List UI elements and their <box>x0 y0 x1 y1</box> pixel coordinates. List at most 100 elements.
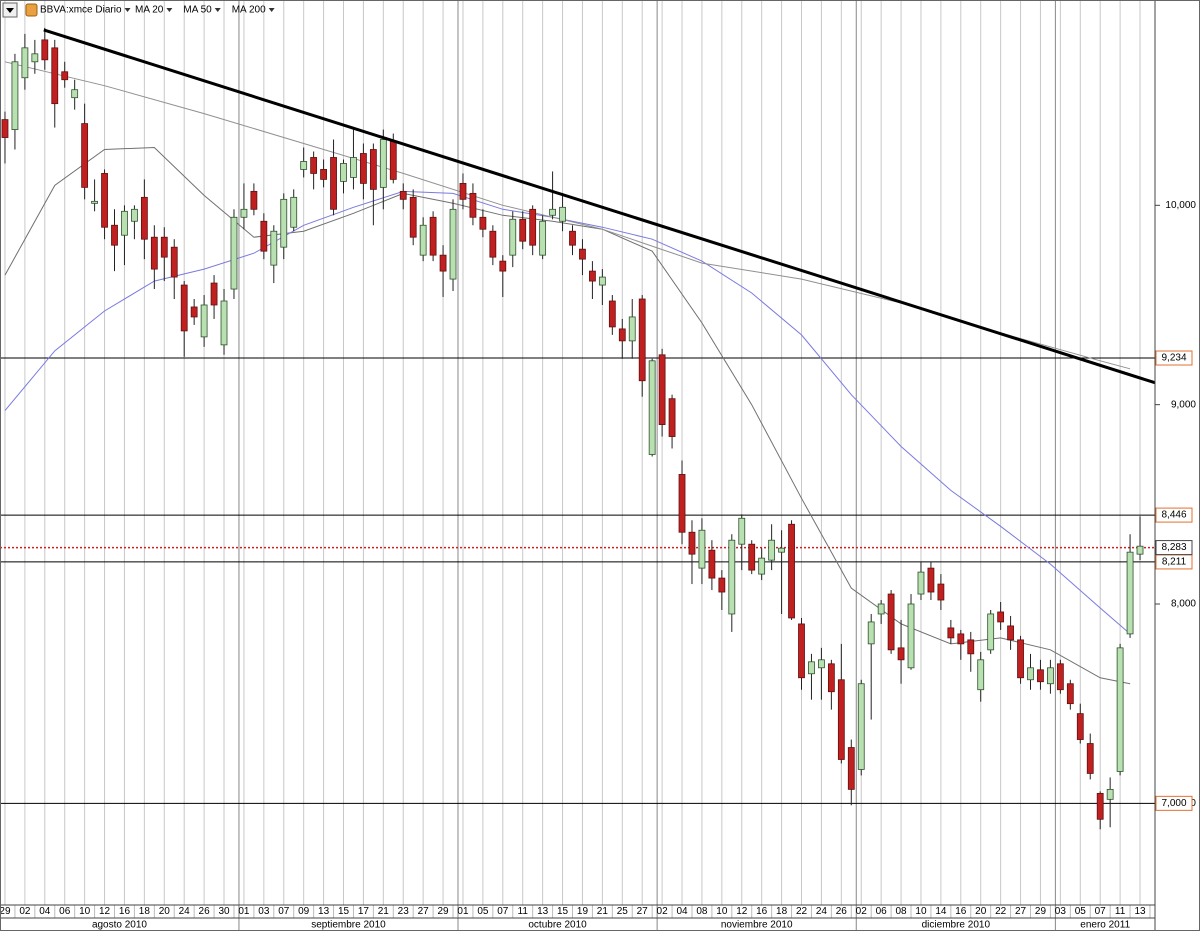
candle-body <box>748 543 756 571</box>
x-tick-label: 15 <box>557 906 569 917</box>
candle-body <box>827 663 835 693</box>
x-tick-label: 19 <box>577 906 589 917</box>
candle-body <box>877 603 885 615</box>
candle-body <box>150 236 158 270</box>
x-tick-label: 25 <box>617 906 629 917</box>
candle-body <box>479 216 487 230</box>
month-label: septiembre 2010 <box>311 920 386 931</box>
x-tick-label: 29 <box>1035 906 1047 917</box>
candle-body <box>947 627 955 639</box>
candle-body <box>1116 647 1124 772</box>
candle-body <box>688 531 696 555</box>
y-tick-label: 9,000 <box>1171 399 1196 410</box>
candle-body <box>449 208 457 280</box>
candle-body <box>598 276 606 286</box>
x-tick-label: 04 <box>39 906 51 917</box>
x-tick-label: 06 <box>876 906 888 917</box>
x-tick-label: 13 <box>318 906 330 917</box>
candle-body <box>589 270 596 282</box>
grid-layer <box>4 0 1141 931</box>
candle-body <box>160 236 168 258</box>
x-tick-label: 29 <box>0 906 11 917</box>
y-tick-label: 8,000 <box>1171 599 1196 610</box>
x-tick-label: 07 <box>278 906 290 917</box>
candle-body <box>1126 551 1134 635</box>
x-tick-label: 03 <box>1055 906 1067 917</box>
title-arrow <box>124 8 131 12</box>
candle-body <box>987 613 995 651</box>
candle-body <box>758 557 766 575</box>
candle-body <box>429 216 437 256</box>
indicator-label[interactable]: MA 50 <box>183 5 212 16</box>
level-label: 8,283 <box>1161 542 1186 553</box>
candle-body <box>1136 545 1144 555</box>
candle-body <box>549 208 556 216</box>
candle-body <box>101 173 108 228</box>
x-tick-label: 08 <box>696 906 708 917</box>
candle-body <box>71 89 79 99</box>
candle-body <box>320 169 327 180</box>
candle-body <box>618 328 626 342</box>
x-tick-label: 13 <box>537 906 549 917</box>
x-tick-label: 26 <box>199 906 211 917</box>
x-tick-label: 16 <box>955 906 967 917</box>
x-tick-label: 17 <box>358 906 370 917</box>
candle-body <box>250 190 258 210</box>
level-label: 8,211 <box>1162 557 1187 568</box>
symbol-title[interactable]: BBVA:xmce Diario <box>40 5 122 16</box>
candle-body <box>41 39 49 61</box>
candle-body <box>887 593 895 651</box>
candle-body <box>31 53 39 63</box>
candle-body <box>698 529 706 569</box>
candle-body <box>1076 713 1084 740</box>
indicator-label[interactable]: MA 20 <box>135 5 164 16</box>
candle-body <box>977 659 985 691</box>
x-tick-label: 12 <box>99 906 111 917</box>
candle-body <box>1007 625 1014 641</box>
level-label-box <box>1155 795 1193 811</box>
candle-body <box>648 360 656 455</box>
candle-body <box>997 611 1005 623</box>
candle-body <box>738 517 746 545</box>
candle-body <box>967 639 975 655</box>
x-tick-label: 01 <box>457 906 469 917</box>
candle-body <box>798 623 805 679</box>
x-tick-label: 13 <box>1134 906 1146 917</box>
level-label-box <box>1155 507 1193 523</box>
candle-body <box>51 47 59 105</box>
candle-body <box>379 139 387 188</box>
candle-body <box>708 549 716 579</box>
x-tick-label: 01 <box>238 906 250 917</box>
candle-body <box>768 539 776 561</box>
candle-body <box>1027 667 1034 681</box>
month-label: enero 2011 <box>1080 920 1130 931</box>
candle-body <box>270 230 278 266</box>
indicator-label[interactable]: MA 200 <box>232 5 266 16</box>
candle-body <box>469 192 477 218</box>
candle-body <box>280 198 288 248</box>
y-tick-label: 10,000 <box>1165 200 1196 211</box>
month-label: noviembre 2010 <box>721 920 793 931</box>
candle-body <box>957 633 965 645</box>
candle-body <box>489 230 497 258</box>
candle-body <box>360 153 367 184</box>
x-tick-label: 30 <box>218 906 230 917</box>
x-tick-label: 02 <box>19 906 31 917</box>
x-tick-label: 09 <box>298 906 310 917</box>
candle-body <box>340 163 347 182</box>
x-tick-label: 15 <box>338 906 350 917</box>
candle-body <box>210 282 218 306</box>
x-tick-label: 27 <box>1015 906 1027 917</box>
candle-body <box>668 398 676 437</box>
candle-body <box>539 220 547 256</box>
x-tick-label: 07 <box>497 906 509 917</box>
candle-body <box>111 224 118 246</box>
candle-body <box>61 71 69 81</box>
candle-body <box>1017 639 1024 679</box>
month-label: agosto 2010 <box>92 920 147 931</box>
x-tick-label: 02 <box>657 906 669 917</box>
candle-body <box>439 254 447 272</box>
x-tick-label: 05 <box>477 906 489 917</box>
candle-body <box>1096 792 1104 820</box>
